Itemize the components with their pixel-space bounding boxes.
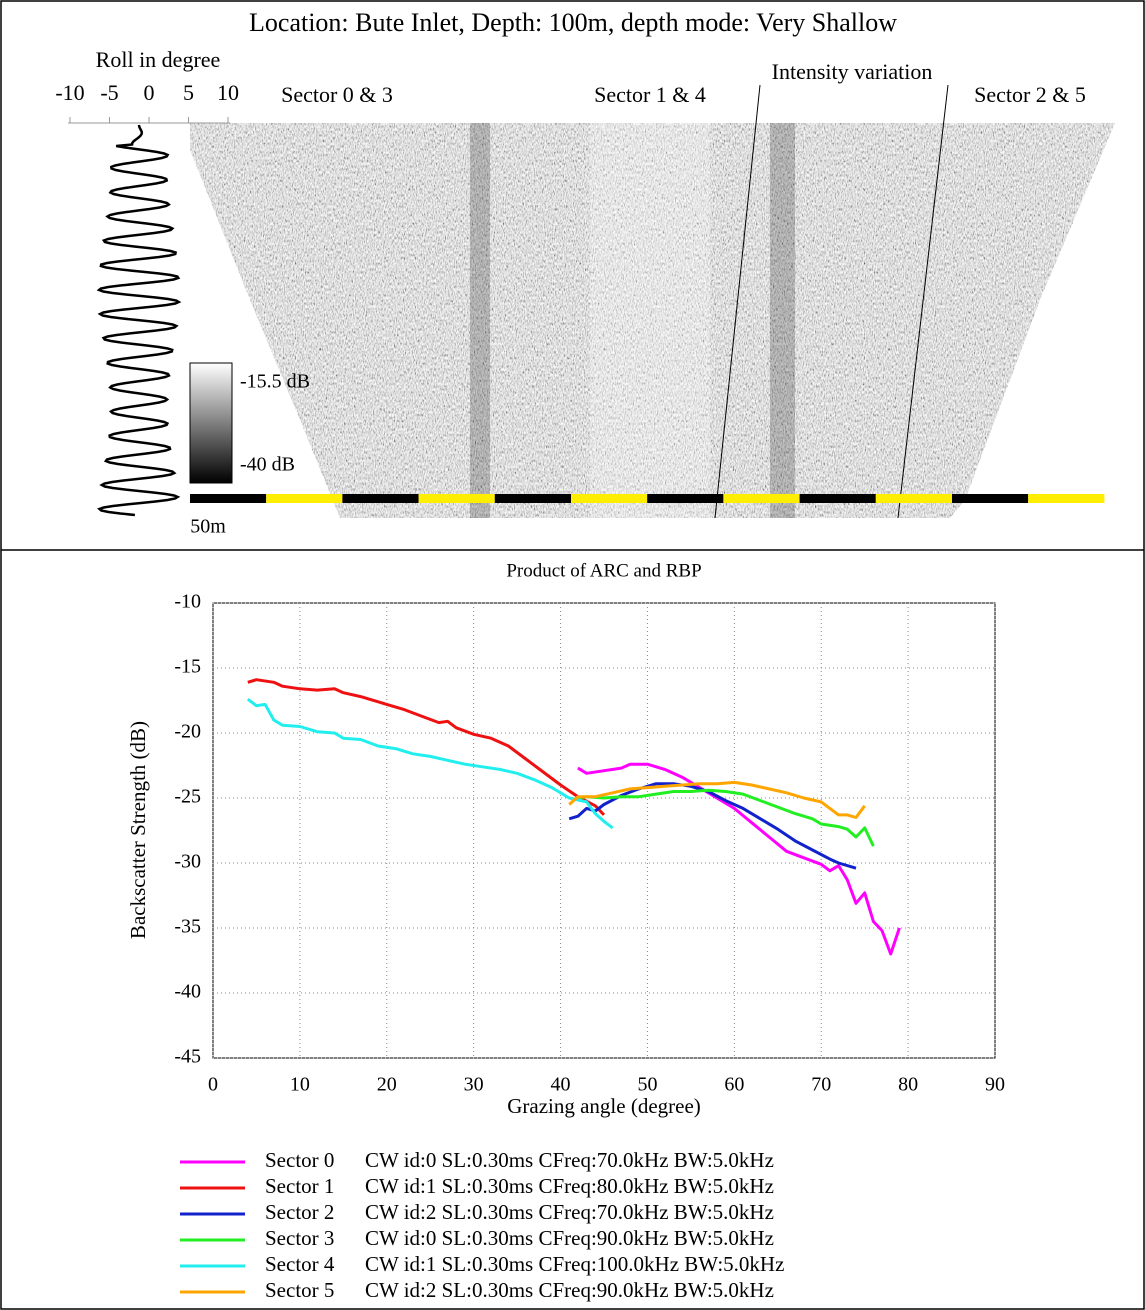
roll-tick-label: -5 [100,80,118,105]
y-tick-label: -25 [174,786,201,808]
sector-label: Sector 0 & 3 [281,82,393,107]
legend-label: Sector 0 [265,1148,334,1172]
annotation: Intensity variation [772,59,933,84]
legend-label: Sector 4 [265,1252,335,1276]
series-line [577,788,875,847]
chart-title: Product of ARC and RBP [506,560,701,581]
series-line [568,780,866,819]
colorbar-label: -15.5 dB [240,371,310,393]
x-tick-label: 30 [464,1074,484,1096]
legend-description: CW id:0 SL:0.30ms CFreq:70.0kHz BW:5.0kH… [365,1148,774,1172]
x-tick-label: 60 [724,1074,744,1096]
x-tick-label: 0 [208,1074,218,1096]
series-line [247,678,606,816]
series-line [246,698,614,830]
roll-tick-label: 5 [183,80,194,105]
scale-segment [875,494,952,503]
scale-segment [342,494,419,503]
sonar-image [190,123,1115,518]
x-tick-label: 80 [898,1074,918,1096]
roll-tick-label: 0 [144,80,155,105]
colorbar [189,362,233,484]
y-tick-label: -35 [174,916,201,938]
legend-label: Sector 2 [265,1200,334,1224]
y-tick-label: -30 [174,851,201,873]
y-axis-label: Backscatter Strength (dB) [126,721,150,939]
x-tick-label: 10 [290,1074,310,1096]
x-tick-label: 70 [811,1074,831,1096]
scale-segment [418,494,495,503]
roll-axis-label: Roll in degree [96,47,221,72]
scale-label: 50m [190,516,226,538]
roll-trace [96,124,182,517]
sector-label: Sector 2 & 5 [974,82,1086,107]
legend-description: CW id:2 SL:0.30ms CFreq:70.0kHz BW:5.0kH… [365,1200,774,1224]
sector-label: Sector 1 & 4 [594,82,706,107]
roll-tick-label: -10 [55,80,84,105]
x-tick-label: 20 [377,1074,397,1096]
annotation-line [714,84,761,519]
scale-segment [799,494,876,503]
y-tick-label: -45 [174,1046,201,1068]
legend-label: Sector 1 [265,1174,334,1198]
scale-segment [647,494,724,503]
x-tick-label: 90 [985,1074,1005,1096]
legend-label: Sector 3 [265,1226,334,1250]
series-line [568,782,857,870]
scale-segment [952,494,1029,503]
y-tick-label: -10 [174,591,201,613]
roll-tick-label: 10 [217,80,239,105]
plot-frame [212,602,996,1059]
panel-title: Location: Bute Inlet, Depth: 100m, depth… [249,8,897,37]
x-tick-label: 50 [637,1074,657,1096]
legend-description: CW id:1 SL:0.30ms CFreq:100.0kHz BW:5.0k… [365,1252,784,1276]
scale-bar [190,494,1105,503]
y-tick-label: -20 [174,721,201,743]
legend-description: CW id:2 SL:0.30ms CFreq:90.0kHz BW:5.0kH… [365,1278,774,1302]
scale-segment [266,494,343,503]
scale-segment [190,494,267,503]
x-tick-label: 40 [551,1074,571,1096]
scale-segment [1028,494,1105,503]
scale-segment [571,494,648,503]
y-tick-label: -40 [174,981,201,1003]
annotation-line [897,84,949,519]
scale-segment [723,494,800,503]
colorbar-label: -40 dB [240,454,295,476]
series-line [577,762,901,956]
y-tick-label: -15 [174,656,201,678]
legend-label: Sector 5 [265,1278,334,1302]
legend-description: CW id:1 SL:0.30ms CFreq:80.0kHz BW:5.0kH… [365,1174,774,1198]
scale-segment [494,494,571,503]
legend-description: CW id:0 SL:0.30ms CFreq:90.0kHz BW:5.0kH… [365,1226,774,1250]
x-axis-label: Grazing angle (degree) [507,1094,701,1118]
